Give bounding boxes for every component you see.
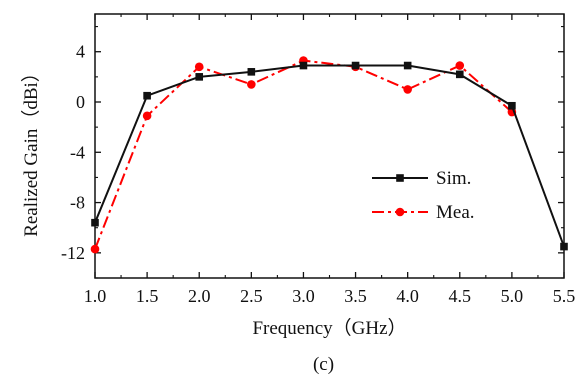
x-tick-label: 1.5	[136, 286, 159, 306]
data-point	[142, 111, 152, 121]
data-point	[143, 91, 151, 100]
y-axis-title: Realized Gain（dBi）	[20, 63, 42, 237]
axis-tick-labels: 1.0 1.5 2.0 2.5 3.0 3.5 4.0 4.5 5.0 5.5 4 0 -4 -8 -12	[61, 42, 575, 306]
y-tick-label: -12	[61, 243, 85, 263]
x-tick-label: 3.5	[344, 286, 367, 306]
data-point	[299, 61, 308, 70]
legend-label: Sim.	[436, 168, 471, 189]
data-point	[455, 70, 464, 79]
x-axis-title: Frequency（GHz）	[252, 317, 406, 339]
legend-label: Mea.	[436, 202, 475, 223]
y-tick-label: -8	[70, 193, 85, 213]
data-point	[194, 62, 204, 72]
data-point	[351, 61, 360, 70]
data-point	[560, 242, 568, 251]
figure-caption: (c)	[313, 354, 334, 375]
data-point	[195, 73, 204, 81]
data-point	[91, 218, 99, 227]
y-tick-label: 4	[76, 42, 85, 62]
data-point	[247, 68, 256, 76]
x-tick-label: 2.5	[240, 286, 263, 306]
x-tick-label: 4.0	[396, 286, 419, 306]
legend-entry: Mea.	[372, 202, 475, 223]
series-mea	[90, 56, 517, 254]
axis-ticks	[94, 14, 565, 279]
x-tick-label: 4.5	[449, 286, 472, 306]
plot-frame	[94, 13, 565, 279]
data-point	[508, 101, 516, 110]
data-point	[247, 80, 256, 89]
y-tick-label: 0	[76, 92, 85, 112]
series-line	[94, 64, 565, 247]
legend-swatch-marker	[395, 207, 405, 217]
legend-entry: Sim.	[372, 168, 471, 189]
y-tick-label: -4	[70, 142, 85, 162]
x-tick-label: 5.5	[553, 286, 576, 306]
data-point	[403, 61, 412, 70]
x-tick-label: 5.0	[501, 286, 524, 306]
x-tick-label: 3.0	[292, 286, 315, 306]
legend-swatch-marker	[396, 174, 404, 182]
data-point	[90, 244, 100, 254]
legend: Sim. Mea.	[372, 168, 475, 223]
data-point	[403, 85, 412, 94]
x-tick-label: 2.0	[188, 286, 211, 306]
data-point	[455, 61, 465, 70]
x-tick-label: 1.0	[84, 286, 107, 306]
series-layer	[90, 56, 568, 254]
series-sim	[91, 61, 568, 251]
